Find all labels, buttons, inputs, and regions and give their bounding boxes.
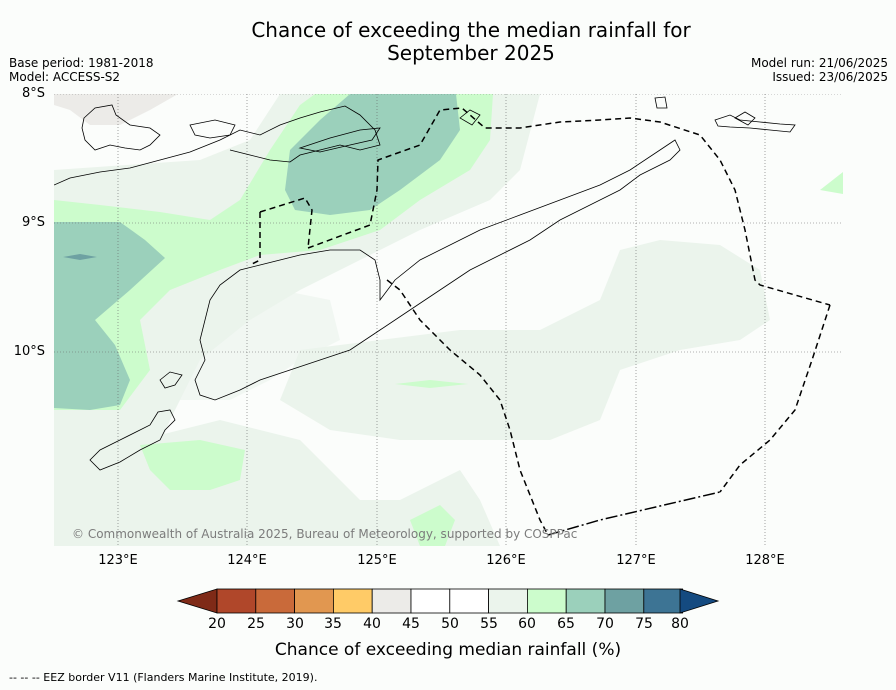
cbar-seg-55-60 [488, 588, 528, 614]
lon-label-125e: 125°E [357, 553, 397, 568]
region-65-70-west [54, 222, 165, 410]
region-55-60-east [280, 240, 770, 440]
cbar-tick-55: 55 [480, 616, 498, 632]
island-ne-2 [714, 114, 796, 133]
lon-label-124e: 124°E [227, 553, 267, 568]
map-area [54, 94, 843, 546]
islands-north-east [654, 96, 668, 109]
eez-footer-note: -- -- -- EEZ border V11 (Flanders Marine… [9, 671, 318, 684]
island-north-mid [189, 119, 236, 139]
cbar-tick-45: 45 [402, 616, 420, 632]
coastlines [54, 96, 796, 471]
cbar-seg-25-30 [255, 588, 296, 614]
region-65-70-north [285, 94, 460, 215]
lon-label-128e: 128°E [745, 553, 785, 568]
rote-coast [89, 409, 176, 471]
cbar-seg-20-25 [216, 588, 257, 614]
meta-right: Model run: 21/06/2025 Issued: 23/06/2025 [751, 56, 888, 84]
cbar-seg-70-75 [604, 588, 645, 614]
cbar-seg-50-55 [449, 588, 489, 614]
lon-label-126e: 126°E [486, 553, 526, 568]
moa-coast [734, 111, 756, 126]
cbar-tick-35: 35 [324, 616, 342, 632]
cbar-seg-40-45 [371, 588, 412, 614]
cbar-tick-60: 60 [518, 616, 536, 632]
cbar-tick-70: 70 [596, 616, 614, 632]
copyright-notice: © Commonwealth of Australia 2025, Bureau… [72, 527, 578, 541]
timor-coast [194, 139, 681, 401]
lat-label-10s: 10°S [13, 344, 45, 359]
eez-border [249, 107, 831, 536]
region-60-65-tip [410, 505, 455, 546]
title-line-2: September 2025 [387, 41, 555, 65]
cbar-tick-25: 25 [247, 616, 265, 632]
cbar-seg-35-40 [332, 588, 373, 614]
cbar-seg-60-65 [527, 588, 567, 614]
lon-label-127e: 127°E [616, 553, 656, 568]
cbar-tick-50: 50 [441, 616, 459, 632]
cbar-extend-low [176, 588, 218, 614]
cbar-tick-75: 75 [635, 616, 653, 632]
cbar-seg-45-50 [410, 588, 451, 614]
issued-date: Issued: 23/06/2025 [772, 70, 888, 84]
cbar-seg-30-35 [294, 588, 334, 614]
meta-left: Base period: 1981-2018 Model: ACCESS-S2 [9, 56, 154, 84]
cbar-tick-40: 40 [363, 616, 381, 632]
colorbar [176, 588, 720, 614]
alor-coast [298, 127, 381, 153]
base-period: Base period: 1981-2018 [9, 56, 154, 70]
title-line-1: Chance of exceeding the median rainfall … [251, 18, 691, 42]
map-title: Chance of exceeding the median rainfall … [0, 19, 896, 65]
flores-coast [54, 105, 381, 186]
savu-coast [159, 371, 183, 389]
cbar-tick-80: 80 [671, 616, 689, 632]
cbar-extend-high [679, 588, 720, 614]
cbar-tick-20: 20 [208, 616, 226, 632]
region-60-65-south [140, 440, 245, 490]
region-70-75 [63, 254, 97, 260]
cbar-seg-65-70 [565, 588, 606, 614]
cbar-tick-30: 30 [286, 616, 304, 632]
colorbar-title: Chance of exceeding median rainfall (%) [274, 640, 622, 660]
model-name: Model: ACCESS-S2 [9, 70, 121, 84]
model-run: Model run: 21/06/2025 [750, 56, 888, 70]
lon-label-123e: 123°E [98, 553, 138, 568]
cbar-tick-65: 65 [557, 616, 575, 632]
island-north-west [81, 104, 161, 151]
region-60-65-sliver [395, 380, 468, 388]
cbar-seg-75-80 [643, 588, 683, 614]
lat-label-8s: 8°S [21, 86, 45, 101]
lat-label-9s: 9°S [21, 215, 45, 230]
region-60-65-ne [820, 172, 843, 194]
